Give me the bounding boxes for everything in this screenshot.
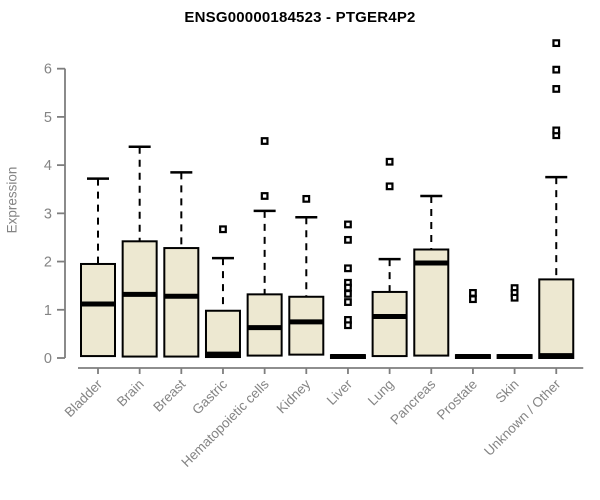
y-tick-label-3: 3 bbox=[44, 206, 52, 222]
outlier-kidney bbox=[302, 194, 311, 203]
x-label-pancreas: Pancreas bbox=[387, 376, 438, 427]
outlier-liver bbox=[344, 283, 352, 292]
x-label-liver: Liver bbox=[324, 376, 356, 408]
outlier-liver bbox=[344, 235, 352, 244]
box-brain bbox=[121, 240, 158, 358]
x-label-unknown-other: Unknown / Other bbox=[481, 376, 564, 459]
x-label-kidney: Kidney bbox=[274, 376, 314, 416]
box-pancreas bbox=[413, 248, 450, 357]
outlier-lung bbox=[385, 182, 394, 191]
x-label-prostate: Prostate bbox=[434, 377, 480, 423]
outlier-unknown-other bbox=[552, 39, 561, 48]
box-hematopoietic-cells bbox=[246, 293, 283, 357]
box-kidney bbox=[288, 295, 325, 356]
outlier-liver bbox=[344, 220, 352, 229]
y-tick-label-5: 5 bbox=[44, 110, 52, 126]
x-label-bladder: Bladder bbox=[62, 376, 106, 420]
outlier-gastric bbox=[219, 225, 227, 234]
y-tick-label-2: 2 bbox=[44, 255, 52, 271]
x-label-brain: Brain bbox=[114, 377, 147, 410]
y-tick-label-1: 1 bbox=[44, 303, 52, 319]
x-label-breast: Breast bbox=[150, 376, 188, 414]
x-label-gastric: Gastric bbox=[189, 376, 230, 417]
x-label-skin: Skin bbox=[493, 377, 522, 406]
y-tick-label-6: 6 bbox=[44, 62, 52, 78]
chart-title: ENSG00000184523 - PTGER4P2 bbox=[184, 9, 416, 26]
outlier-hematopoietic-cells bbox=[260, 192, 269, 200]
outlier-liver bbox=[344, 321, 352, 330]
outlier-unknown-other bbox=[552, 126, 561, 135]
outlier-liver bbox=[344, 298, 352, 306]
outlier-unknown-other bbox=[552, 85, 561, 93]
box-gastric bbox=[204, 309, 241, 359]
outlier-liver bbox=[344, 289, 352, 298]
outlier-hematopoietic-cells bbox=[260, 137, 269, 145]
outlier-prostate bbox=[469, 295, 477, 304]
box-unknown-other bbox=[538, 278, 575, 359]
y-tick-label-0: 0 bbox=[44, 351, 52, 367]
box-bladder bbox=[80, 262, 116, 358]
outlier-lung bbox=[385, 157, 394, 166]
x-label-lung: Lung bbox=[365, 377, 397, 409]
outlier-prostate bbox=[469, 289, 477, 297]
outlier-liver bbox=[344, 264, 352, 273]
outlier-skin bbox=[510, 293, 519, 302]
box-lung bbox=[371, 290, 408, 358]
box-breast bbox=[163, 247, 200, 358]
outlier-unknown-other bbox=[552, 65, 561, 74]
y-tick-label-4: 4 bbox=[44, 158, 52, 174]
